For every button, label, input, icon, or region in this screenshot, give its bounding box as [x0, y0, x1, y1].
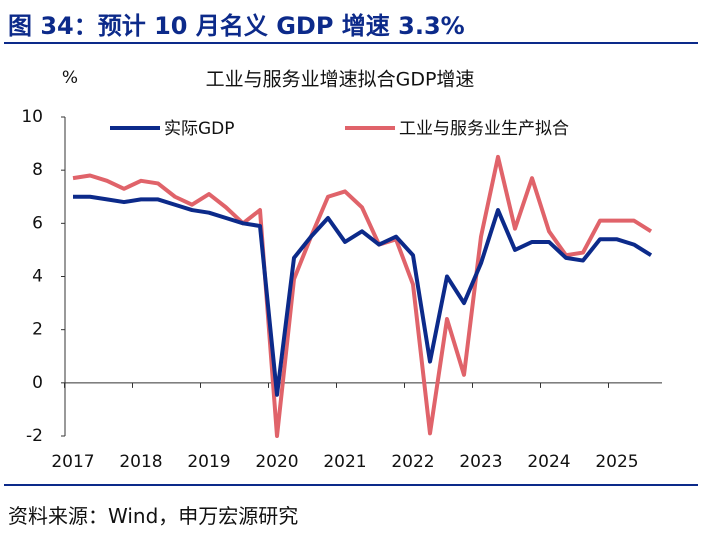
x-tick-label: 2024	[527, 452, 570, 472]
series-line	[73, 194, 653, 397]
x-tick-label: 2023	[459, 452, 502, 472]
y-tick-label: 6	[32, 213, 43, 233]
y-tick-label: 2	[32, 320, 43, 340]
y-axis-label: %	[62, 68, 78, 88]
x-tick-label: 2018	[119, 452, 162, 472]
x-tick-label: 2020	[255, 452, 298, 472]
x-tick-label: 2021	[323, 452, 366, 472]
y-tick-label: 10	[21, 107, 43, 127]
x-tick-label: 2017	[51, 452, 94, 472]
y-tick-label: 8	[32, 160, 43, 180]
legend-label: 实际GDP	[164, 119, 235, 139]
figure-title: 图 34：预计 10 月名义 GDP 增速 3.3%	[8, 12, 465, 40]
rule	[4, 42, 698, 44]
x-tick-label: 2022	[391, 452, 434, 472]
y-tick-label: -2	[26, 426, 43, 446]
y-tick-label: 4	[32, 267, 43, 287]
source-note: 资料来源：Wind，申万宏源研究	[8, 504, 299, 528]
chart-title: 工业与服务业增速拟合GDP增速	[206, 69, 475, 91]
x-tick-label: 2025	[595, 452, 638, 472]
legend-label: 工业与服务业生产拟合	[399, 119, 569, 139]
series-line	[72, 154, 653, 438]
chart: % 工业与服务业增速拟合GDP增速 -2 0 2 4 6 8 10 2017 2018 2019 2…	[21, 68, 662, 472]
y-tick-label: 0	[32, 373, 43, 393]
x-tick-label: 2019	[187, 452, 230, 472]
rule	[4, 484, 698, 486]
